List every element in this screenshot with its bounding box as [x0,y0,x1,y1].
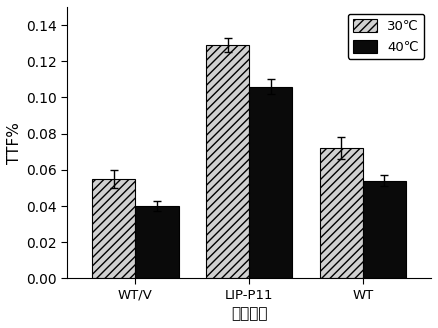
Bar [206,45,249,278]
Bar [135,206,179,278]
Bar [363,181,406,278]
Bar [92,179,135,278]
Bar [249,87,293,278]
Legend: 30℃, 40℃: 30℃, 40℃ [348,13,424,59]
X-axis label: 酵母菌株: 酵母菌株 [231,306,268,321]
Y-axis label: TTF%: TTF% [7,122,22,164]
Bar [320,148,363,278]
